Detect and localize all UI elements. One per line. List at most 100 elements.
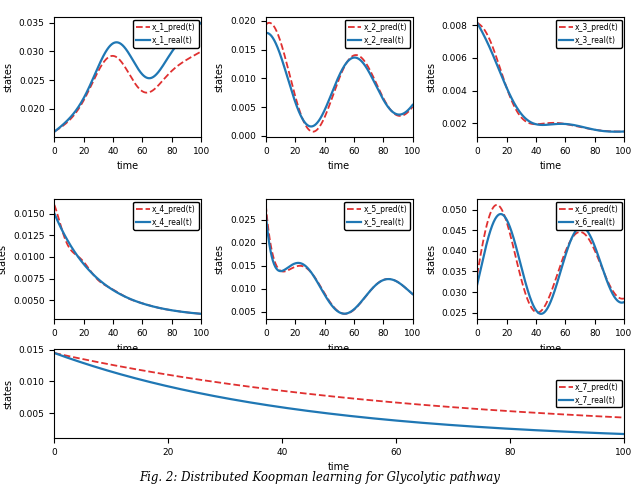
x_4_pred(t) (138, 300, 146, 306)
X-axis label: time: time (116, 344, 139, 353)
Line: x_2_real(t): x_2_real(t) (266, 33, 413, 127)
Legend: x_4_pred(t), x_4_real(t): x_4_pred(t), x_4_real(t) (133, 202, 199, 230)
x_7_real(t) (607, 431, 614, 437)
Line: x_6_real(t): x_6_real(t) (477, 214, 624, 314)
x_3_real(t) (553, 121, 561, 127)
x_4_pred(t) (194, 310, 202, 316)
x_5_pred(t) (341, 311, 349, 317)
Line: x_5_pred(t): x_5_pred(t) (266, 205, 413, 314)
x_2_pred(t) (350, 52, 358, 58)
Line: x_1_real(t): x_1_real(t) (54, 23, 201, 132)
x_1_pred(t) (120, 63, 128, 69)
x_4_real(t) (138, 300, 146, 306)
x_4_real(t) (121, 294, 129, 299)
Legend: x_1_pred(t), x_1_real(t): x_1_pred(t), x_1_real(t) (133, 20, 199, 48)
x_4_real(t) (51, 210, 58, 216)
x_7_pred(t) (324, 393, 332, 399)
x_4_real(t) (120, 293, 128, 299)
x_4_pred(t) (197, 311, 205, 317)
x_7_pred(t) (390, 399, 397, 405)
x_6_real(t) (537, 311, 545, 317)
x_1_pred(t) (130, 79, 138, 85)
Line: x_2_pred(t): x_2_pred(t) (266, 23, 413, 132)
x_4_real(t) (197, 311, 205, 317)
x_1_real(t) (138, 71, 146, 77)
x_2_real(t) (342, 61, 349, 67)
X-axis label: time: time (328, 462, 350, 472)
x_2_pred(t) (409, 104, 417, 110)
x_4_pred(t) (121, 294, 129, 299)
x_2_real(t) (383, 102, 390, 108)
x_7_real(t) (517, 427, 525, 433)
x_5_pred(t) (409, 291, 417, 297)
x_2_pred(t) (406, 107, 413, 113)
Legend: x_3_pred(t), x_3_real(t): x_3_pred(t), x_3_real(t) (556, 20, 621, 48)
x_1_pred(t) (121, 64, 129, 70)
x_7_real(t) (321, 410, 329, 416)
x_2_real(t) (307, 124, 315, 130)
x_7_pred(t) (321, 393, 329, 398)
X-axis label: time: time (540, 344, 562, 353)
Line: x_6_pred(t): x_6_pred(t) (477, 205, 624, 312)
x_1_real(t) (120, 44, 128, 50)
x_1_pred(t) (51, 129, 58, 135)
x_1_pred(t) (138, 88, 146, 94)
Line: x_4_real(t): x_4_real(t) (54, 213, 201, 314)
x_2_pred(t) (333, 81, 341, 87)
x_3_real(t) (544, 122, 552, 128)
X-axis label: time: time (328, 344, 350, 353)
Line: x_1_pred(t): x_1_pred(t) (54, 51, 201, 132)
x_3_real(t) (617, 129, 625, 135)
x_3_pred(t) (474, 20, 481, 26)
x_2_pred(t) (332, 84, 340, 90)
Y-axis label: states: states (214, 245, 225, 274)
x_6_real(t) (620, 299, 628, 305)
x_2_real(t) (332, 80, 340, 86)
Legend: x_7_pred(t), x_7_real(t): x_7_pred(t), x_7_real(t) (556, 380, 621, 407)
x_3_real(t) (543, 122, 551, 128)
x_2_pred(t) (262, 22, 269, 28)
Legend: x_5_pred(t), x_5_real(t): x_5_pred(t), x_5_real(t) (344, 202, 410, 230)
x_6_pred(t) (620, 296, 628, 301)
x_5_pred(t) (333, 307, 340, 313)
x_5_pred(t) (342, 311, 349, 317)
x_2_pred(t) (383, 101, 390, 107)
x_1_real(t) (130, 59, 138, 65)
x_7_pred(t) (517, 409, 525, 415)
x_4_pred(t) (171, 308, 179, 314)
x_5_pred(t) (349, 307, 357, 313)
x_6_pred(t) (493, 202, 500, 208)
x_6_real(t) (545, 303, 552, 309)
x_1_real(t) (121, 45, 129, 51)
x_7_real(t) (620, 431, 628, 437)
X-axis label: time: time (540, 161, 562, 171)
x_4_real(t) (194, 310, 202, 316)
x_7_real(t) (390, 417, 397, 423)
x_3_pred(t) (616, 129, 624, 135)
x_5_real(t) (340, 311, 348, 317)
x_4_pred(t) (51, 202, 58, 208)
x_2_real(t) (262, 30, 269, 36)
x_5_real(t) (406, 288, 413, 294)
x_1_pred(t) (171, 65, 179, 71)
x_1_real(t) (194, 22, 202, 28)
Line: x_7_pred(t): x_7_pred(t) (54, 353, 624, 418)
Y-axis label: states: states (3, 379, 13, 408)
Y-axis label: states: states (3, 62, 13, 92)
x_7_real(t) (51, 350, 58, 356)
x_6_real(t) (554, 280, 561, 286)
x_6_pred(t) (474, 272, 481, 278)
x_1_pred(t) (197, 49, 205, 54)
x_6_real(t) (497, 211, 504, 217)
x_1_pred(t) (194, 50, 202, 56)
x_7_pred(t) (607, 414, 614, 420)
x_3_real(t) (474, 20, 481, 26)
x_7_real(t) (324, 410, 332, 416)
x_6_real(t) (561, 253, 569, 259)
x_6_pred(t) (561, 249, 569, 255)
x_6_pred(t) (617, 296, 625, 301)
x_7_pred(t) (359, 396, 367, 402)
x_6_pred(t) (543, 298, 551, 304)
x_4_pred(t) (130, 297, 138, 303)
X-axis label: time: time (116, 161, 139, 171)
